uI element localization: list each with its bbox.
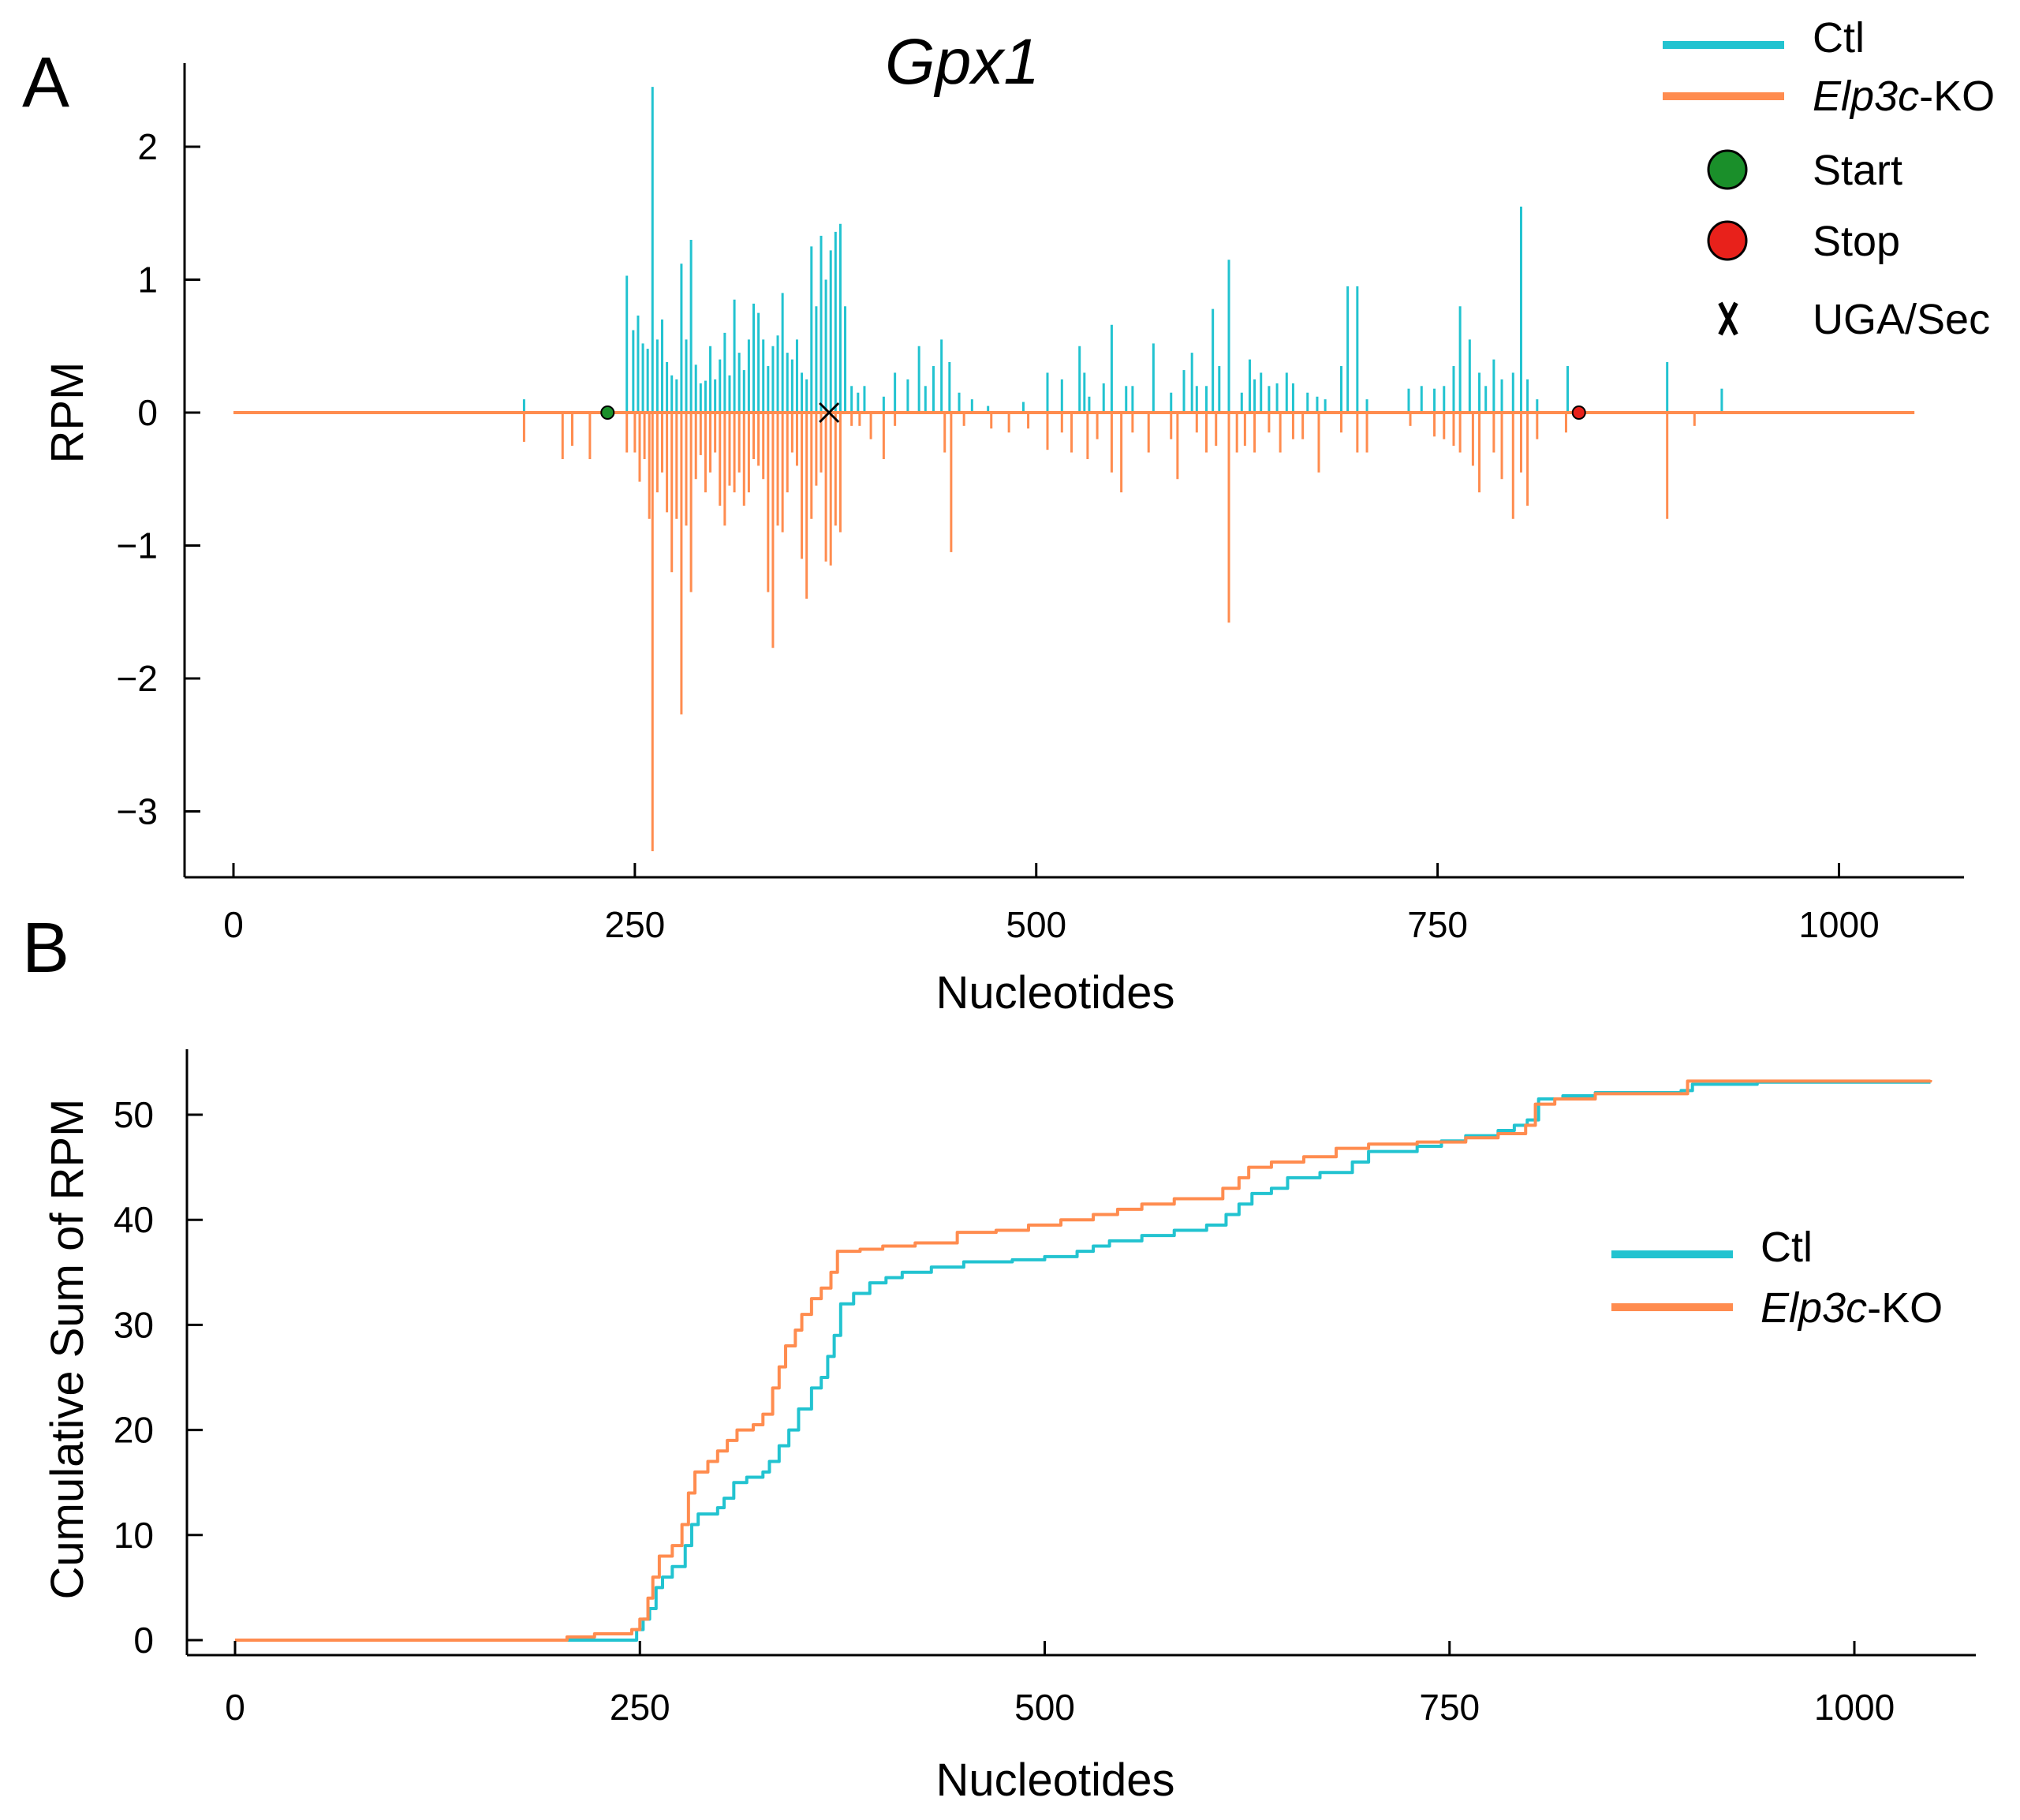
ctl-cumulative-line (235, 1080, 1931, 1642)
panel-a-x-tick-label: 250 (605, 904, 666, 945)
panel-a-title: Gpx1 (885, 26, 1040, 98)
panel-a-legend: Ctl Elp3c-KO Start Stop UGA/Sec (1663, 14, 1995, 343)
panel-b-y-tick-label: 20 (114, 1410, 154, 1451)
panel-a-x-tick-label: 0 (223, 904, 244, 945)
panel-b-y-axis-title: Cumulative Sum of RPM (42, 1099, 93, 1600)
legend-a-ko-label: Elp3c-KO (1813, 73, 1995, 120)
legend-b-ko-label: Elp3c-KO (1760, 1284, 1943, 1332)
panel-a-x-tick-label: 750 (1407, 904, 1468, 945)
legend-a-start-marker (1707, 149, 1748, 190)
panel-b-series (235, 1079, 1932, 1642)
panel-a-x-tick-label: 1000 (1798, 904, 1879, 945)
panel-a-y-tick-label: 2 (137, 126, 158, 167)
uga-sec-marker (819, 402, 840, 424)
panel-b-x-tick-label: 0 (225, 1687, 245, 1728)
panel-b: B 0 10 20 30 40 50 0 250 500 750 1000 Nucleotides… (22, 909, 1976, 1806)
panel-b-legend: Ctl Elp3c-KO (1611, 1224, 1943, 1332)
ctl-spike-series (522, 87, 1723, 413)
legend-b-ctl-label: Ctl (1760, 1224, 1813, 1271)
stop-codon-marker (1571, 405, 1586, 420)
panel-b-label: B (22, 909, 69, 988)
panel-a-y-tick-label: −2 (117, 658, 158, 699)
panel-a-y-tick-label: −3 (117, 791, 158, 832)
panel-b-x-tick-label: 750 (1419, 1687, 1480, 1728)
panel-b-x-tick-label: 250 (610, 1687, 670, 1728)
panel-b-y-tick-label: 10 (114, 1515, 154, 1556)
panel-b-x-ticks: 0 250 500 750 1000 (225, 1641, 1895, 1728)
panel-b-x-tick-label: 1000 (1814, 1687, 1895, 1728)
panel-a-x-tick-label: 500 (1006, 904, 1066, 945)
panel-a-x-ticks: 0 250 500 750 1000 (223, 863, 1880, 945)
panel-b-y-ticks: 0 10 20 30 40 50 (114, 1094, 203, 1661)
panel-a-markers (600, 402, 1586, 424)
panel-b-x-tick-label: 500 (1014, 1687, 1075, 1728)
legend-a-sec-marker (1718, 301, 1738, 336)
panel-b-x-axis-title: Nucleotides (935, 1755, 1174, 1806)
ko-spike-series (522, 413, 1696, 852)
panel-b-y-tick-label: 30 (114, 1304, 154, 1345)
panel-a: A Gpx1 2 1 0 −1 −2 −3 0 250 500 750 1000 Nucleoti… (22, 14, 1995, 1018)
legend-a-start-label: Start (1813, 147, 1902, 194)
panel-a-y-ticks: 2 1 0 −1 −2 −3 (117, 126, 200, 832)
legend-a-stop-marker (1707, 220, 1748, 261)
panel-a-y-tick-label: 0 (137, 392, 158, 433)
start-codon-marker (600, 405, 615, 420)
panel-a-y-tick-label: 1 (137, 260, 158, 301)
panel-a-label: A (22, 43, 69, 122)
panel-a-y-tick-label: −1 (117, 525, 158, 566)
panel-b-y-tick-label: 0 (133, 1620, 154, 1661)
panel-b-y-tick-label: 40 (114, 1199, 154, 1240)
legend-a-ctl-label: Ctl (1813, 14, 1865, 62)
panel-a-x-axis-title: Nucleotides (935, 967, 1174, 1018)
panel-a-y-axis-title: RPM (42, 362, 93, 464)
legend-a-sec-label: UGA/Sec (1813, 296, 1990, 343)
ko-cumulative-line (235, 1079, 1932, 1642)
panel-b-y-tick-label: 50 (114, 1094, 154, 1135)
legend-a-stop-label: Stop (1813, 218, 1900, 265)
panel-a-series (233, 87, 1915, 852)
